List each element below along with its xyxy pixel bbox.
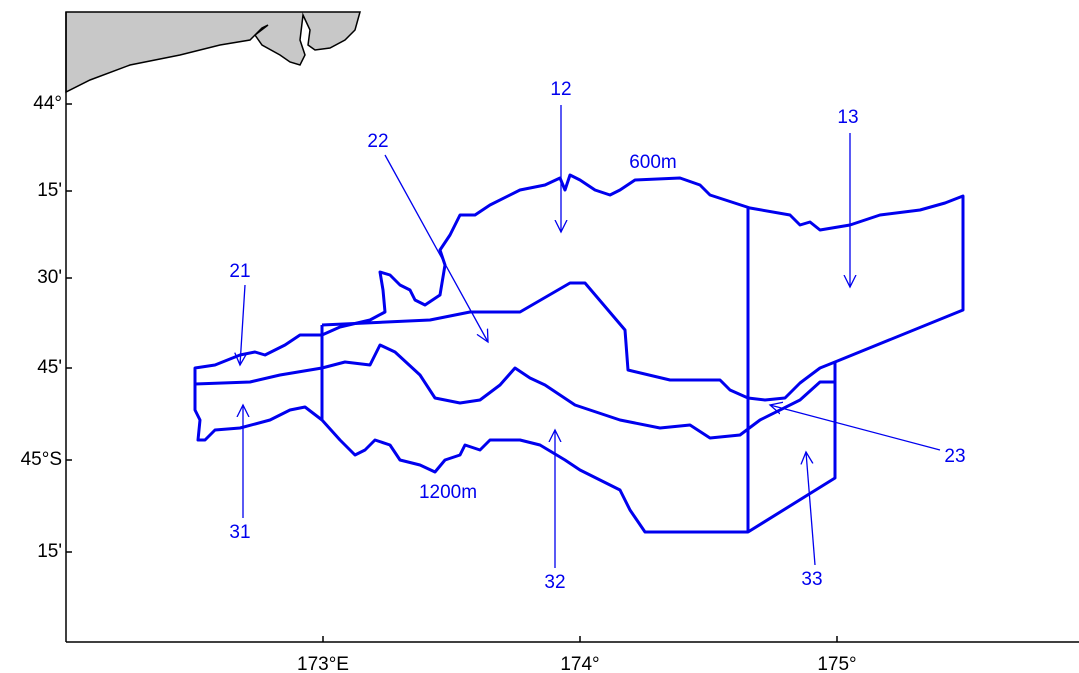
stratum-label: 23 [944,446,965,467]
x-tick-label: 174° [560,654,599,673]
y-tick-label: 15' [37,541,62,562]
stratum-label: 33 [801,569,822,590]
x-tick-label: 175° [817,654,856,673]
y-tick-label: 30' [37,267,62,288]
stratum-label: 12 [550,79,571,100]
isobath-label: 1200m [419,482,477,503]
y-tick-label: 45' [37,357,62,378]
stratum-label: 32 [544,572,565,593]
y-tick-label: 44° [33,93,62,114]
stratum-label: 31 [229,522,250,543]
x-tick-label: 173°E [297,654,349,673]
y-tick-label: 45°S [21,449,62,470]
strata-boundaries [193,173,965,534]
stratum-label: 13 [837,107,858,128]
isobath-label: 600m [629,152,677,173]
coastline [65,11,361,94]
y-tick-label: 15' [37,180,62,201]
stratum-arrows [240,105,941,568]
axes [65,12,1079,643]
stratum-label: 22 [367,131,388,152]
stratum-label: 21 [229,261,250,282]
